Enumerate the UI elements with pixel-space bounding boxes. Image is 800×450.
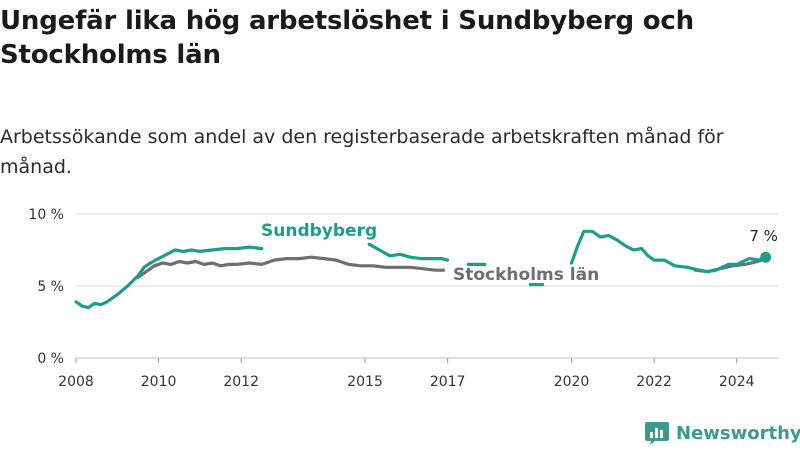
y-tick-label: 10 % <box>28 207 64 223</box>
x-tick-label: 2010 <box>141 374 177 390</box>
series-label-stockholms-lan: Stockholms län <box>453 265 599 285</box>
x-tick-label: 2015 <box>347 374 383 390</box>
brand-name: Newsworthy <box>676 422 800 444</box>
y-tick-label: 5 % <box>37 279 64 295</box>
end-value-label: 7 % <box>749 227 778 245</box>
series-line-sundbyberg <box>74 229 768 310</box>
x-tick-label: 2022 <box>636 374 672 390</box>
end-point-marker <box>760 251 772 263</box>
x-tick-label: 2017 <box>430 374 466 390</box>
chart-title: Ungefär lika hög arbetslöshet i Sundbybe… <box>0 6 694 70</box>
x-tick-label: 2020 <box>554 374 590 390</box>
series-label-sundbyberg: Sundbyberg <box>261 221 377 241</box>
x-tick-label: 2024 <box>719 374 755 390</box>
series-line-stockholms-lan <box>136 255 768 279</box>
y-tick-label: 0 % <box>37 351 64 367</box>
newsworthy-logo-icon <box>645 422 669 445</box>
x-tick-label: 2012 <box>223 374 259 390</box>
x-tick-label: 2008 <box>58 374 94 390</box>
chart-subtitle: Arbetssökande som andel av den registerb… <box>0 126 724 178</box>
brand-logo: Newsworthy <box>644 420 800 446</box>
